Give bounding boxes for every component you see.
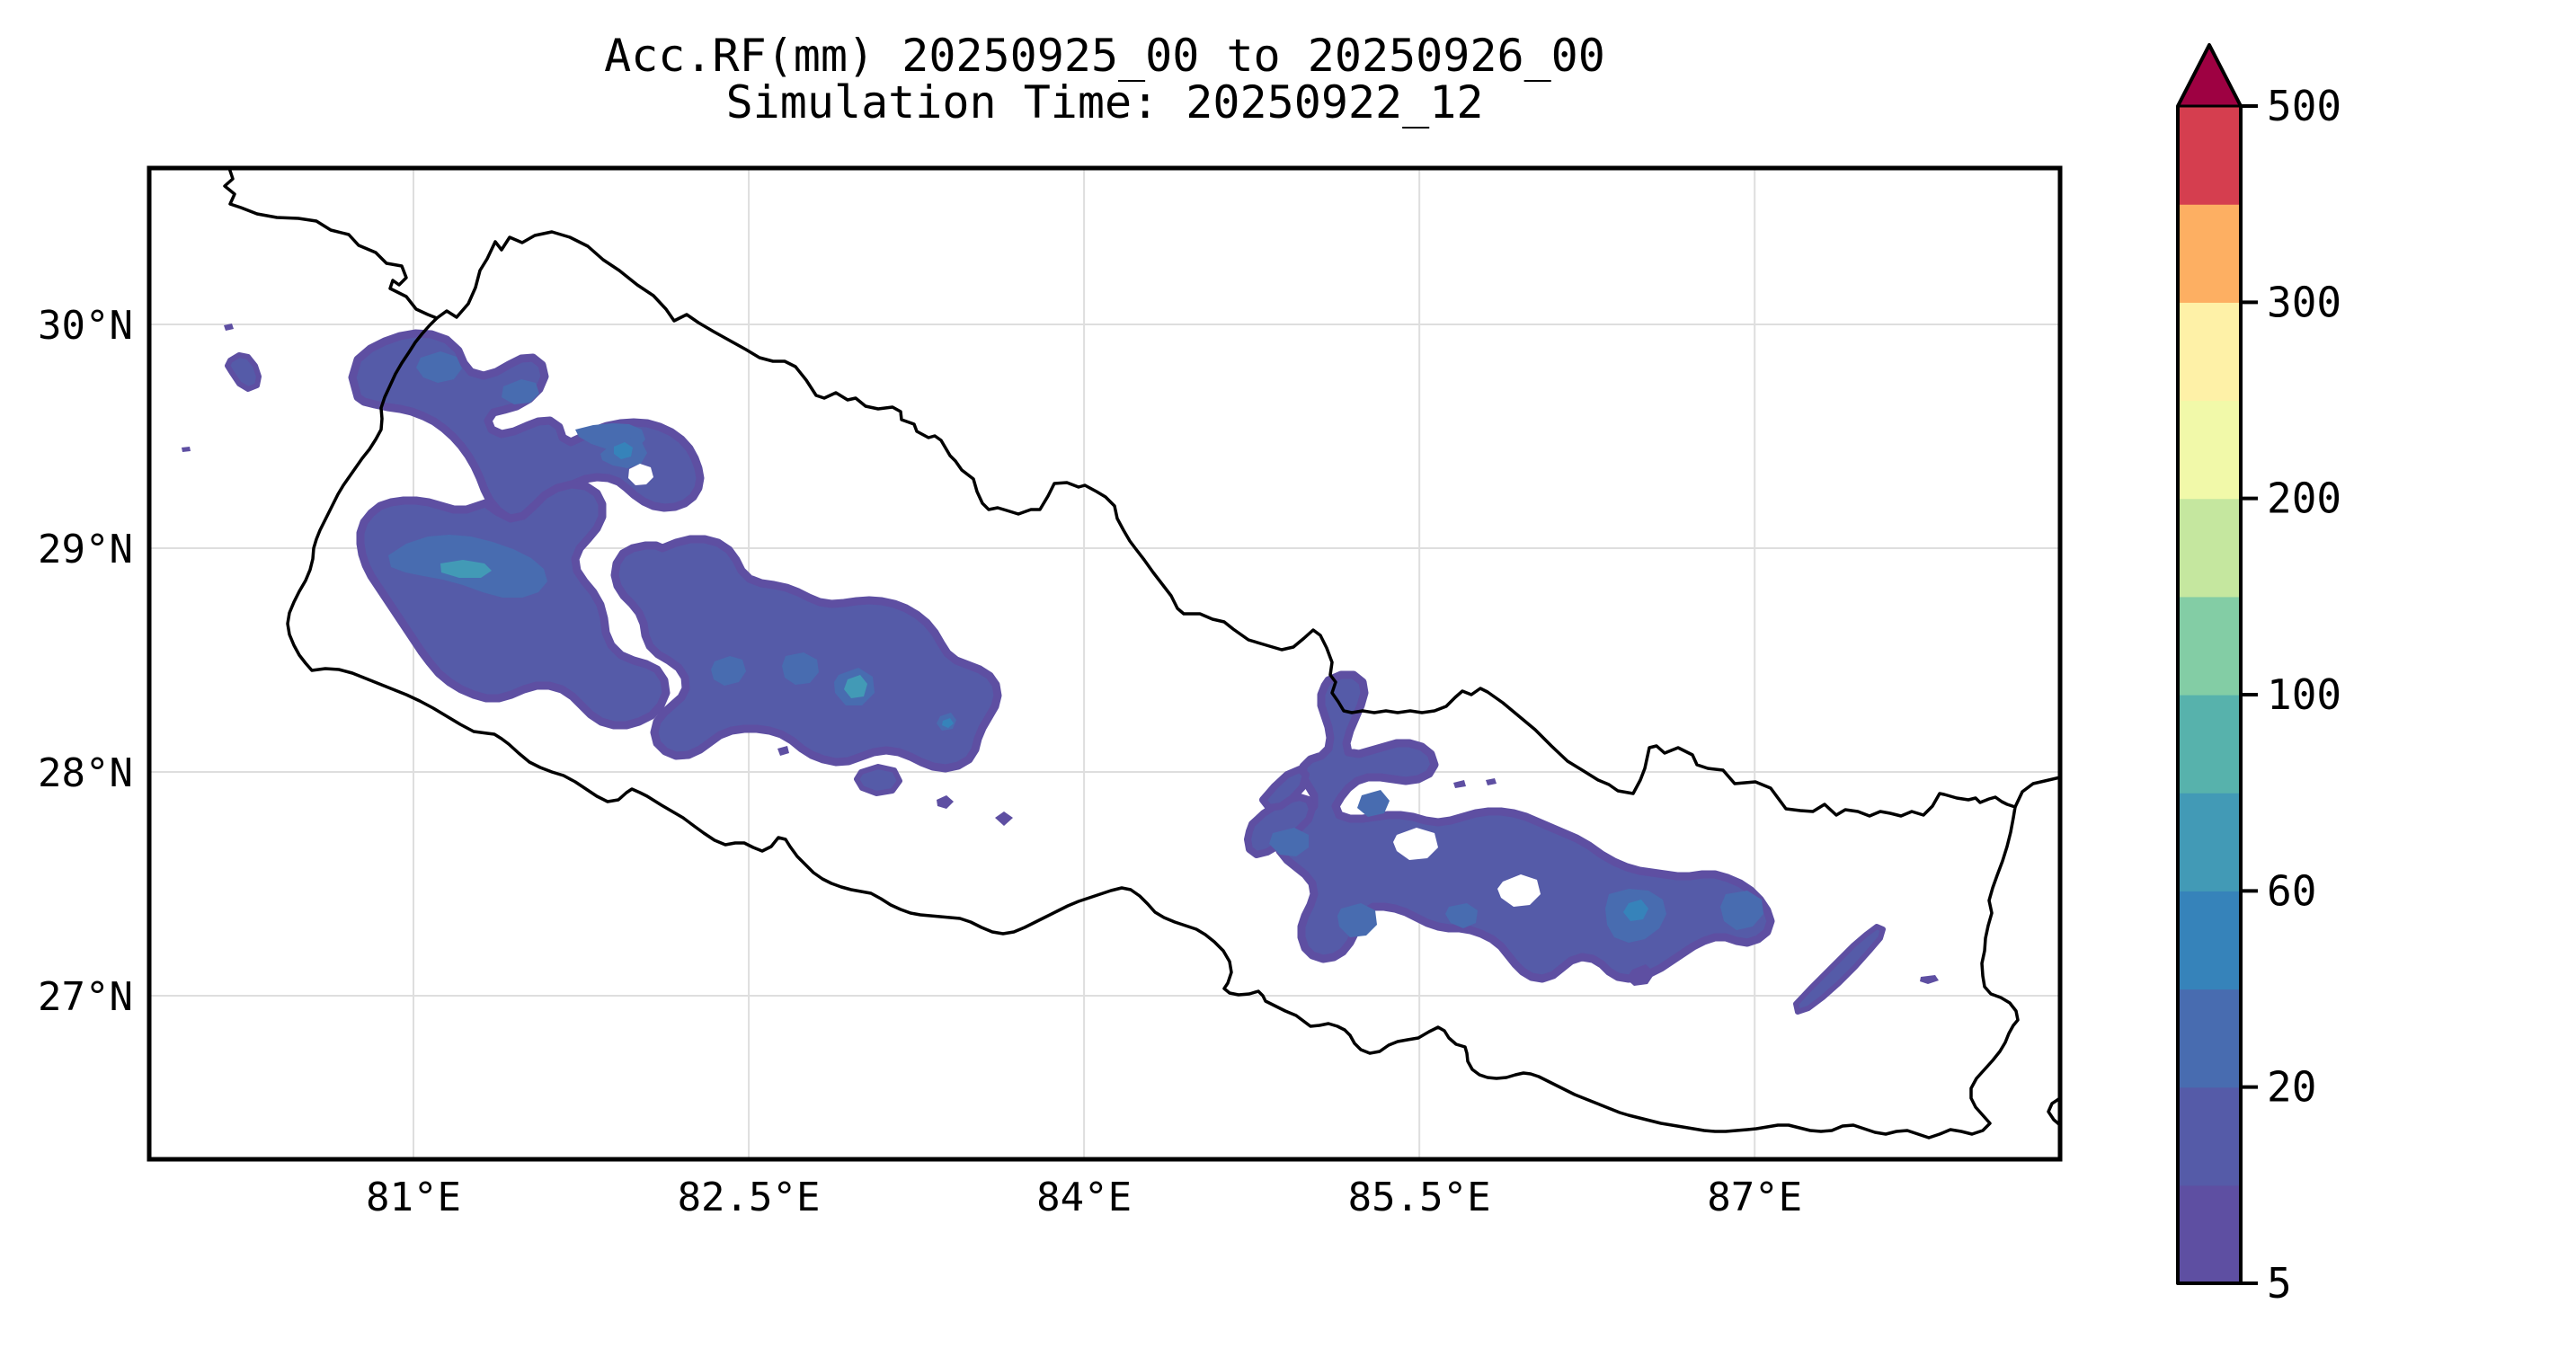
rain-cell-speck-tail-small <box>777 746 789 756</box>
rain-cell-spot-se-teal-diamond <box>844 675 867 698</box>
rain-cell-speck-east-tiny-2 <box>1486 778 1497 785</box>
rain-cell-patch-east-4 <box>1720 891 1763 930</box>
rain-cell-spot-east-3 <box>1623 900 1648 921</box>
colorbar-segment <box>2178 1184 2241 1284</box>
rain-cell-west-cluster-southeast-mass <box>610 535 1002 773</box>
rain-cell-speck-east-diamond <box>1626 964 1655 986</box>
rain-cell-hole-eye-lobe <box>628 464 653 485</box>
y-tick-label: 28°N <box>38 750 133 796</box>
rain-cell-patch-se-1 <box>711 656 746 686</box>
rain-cell-west-cluster-mid-mass <box>356 480 671 730</box>
border-china-sikkim-border <box>2013 776 2062 809</box>
rain-cell-patch-east-1 <box>1357 790 1390 817</box>
chart-subtitle: Simulation Time: 20250922_12 <box>725 76 1484 129</box>
x-tick-label: 85.5°E <box>1348 1175 1491 1220</box>
rain-contour-layer <box>182 324 1939 1015</box>
y-tick-label: 30°N <box>38 303 133 349</box>
rain-cell-speck-tail-diamond-1 <box>937 795 954 809</box>
x-tick-label: 82.5°E <box>678 1175 821 1220</box>
colorbar-segment <box>2178 400 2241 500</box>
rain-cell-patch-east-5 <box>1337 903 1377 937</box>
colorbar: 5 20 60 100 200 300 500 <box>2176 43 2341 1308</box>
colorbar-segment <box>2178 498 2241 598</box>
rain-cell-spot-eye-teal <box>614 442 633 459</box>
border-india-bangladesh-border-edge <box>2047 1096 2062 1127</box>
colorbar-segment <box>2178 891 2241 990</box>
rain-cell-patch-round-lobe <box>502 379 539 404</box>
colorbar-segment <box>2178 596 2241 696</box>
rain-cell-spot-mid-teal-dash <box>440 560 492 578</box>
rain-cell-speck-east-dash <box>1920 975 1939 984</box>
border-layer <box>223 166 2062 1140</box>
colorbar-tick-label: 5 <box>2267 1259 2292 1308</box>
border-nepal-outline <box>286 230 2020 1140</box>
y-tick-label: 27°N <box>38 974 133 1020</box>
border-india-china-border-nw <box>223 166 439 320</box>
rain-cell-south-tail-blob <box>854 764 902 796</box>
colorbar-segment <box>2178 204 2241 303</box>
rain-cell-patch-east-2 <box>1269 828 1309 856</box>
rain-cell-speck-east-tiny-1 <box>1453 780 1466 788</box>
rain-cell-east-cluster-wing-upper <box>1259 766 1310 811</box>
rain-cell-southeast-slant-streak <box>1793 924 1886 1015</box>
colorbar-tick-label: 200 <box>2267 474 2341 523</box>
colorbar-tick-label: 20 <box>2267 1063 2316 1112</box>
map-frame <box>147 165 2063 1162</box>
x-tick-label: 84°E <box>1036 1175 1132 1220</box>
colorbar-tick-label: 100 <box>2267 670 2341 719</box>
colorbar-segment <box>2178 695 2241 794</box>
rain-cell-speck-nw-dot <box>224 324 234 331</box>
rain-cell-patch-east-6 <box>1445 903 1478 928</box>
colorbar-segment <box>2178 106 2241 205</box>
rain-cell-northwest-comma-blob <box>225 352 262 392</box>
colorbar-extend-triangle <box>2178 45 2241 106</box>
rain-cell-patch-se-2 <box>782 652 819 685</box>
rain-cell-hole-east-2 <box>1497 874 1541 907</box>
colorbar-tick-label: 500 <box>2267 82 2341 130</box>
rain-cell-speck-nw-dash <box>182 447 191 452</box>
colorbar-segment <box>2178 302 2241 402</box>
colorbar-outline <box>2176 43 2243 1285</box>
axis-labels: 81°E 82.5°E 84°E 85.5°E 87°E 30°N 29°N 28°N 27°N <box>38 303 1802 1220</box>
x-tick-label: 87°E <box>1707 1175 1802 1220</box>
colorbar-segment <box>2178 793 2241 891</box>
grid-layer <box>149 168 2060 1159</box>
rain-cell-spot-se-tip <box>942 718 954 728</box>
colorbar-tick-label: 300 <box>2267 278 2341 326</box>
x-tick-label: 81°E <box>366 1175 461 1220</box>
colorbar-tick-label: 60 <box>2267 866 2316 915</box>
rain-cell-speck-tail-diamond-2 <box>995 811 1013 826</box>
y-tick-label: 29°N <box>38 527 133 572</box>
chart-title: Acc.RF(mm) 20250925_00 to 20250926_00 <box>604 30 1605 82</box>
rain-cell-hole-east-1 <box>1393 828 1438 860</box>
colorbar-segment <box>2178 1086 2241 1186</box>
rain-cell-patch-hammer <box>416 351 462 383</box>
colorbar-segment <box>2178 989 2241 1088</box>
